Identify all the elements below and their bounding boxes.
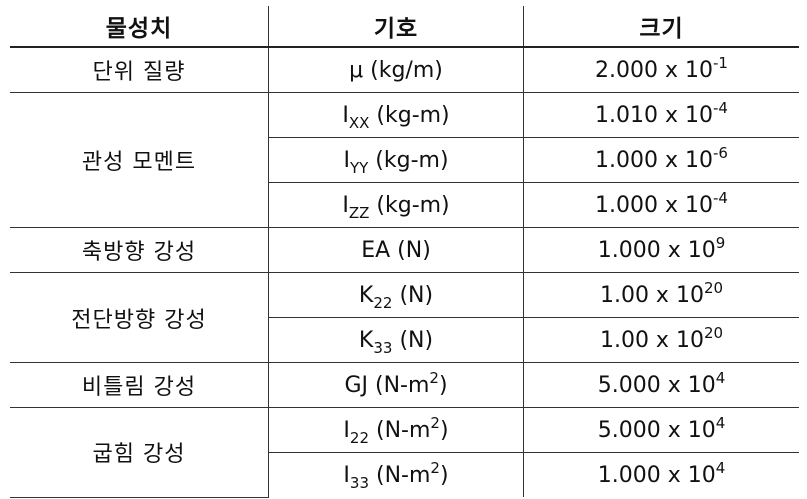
magnitude-mantissa: 1.000 x 10 xyxy=(595,192,713,218)
magnitude-cell: 1.000 x 109 xyxy=(523,227,799,273)
symbol-unit: (kg/m) xyxy=(363,57,443,83)
symbol-cell: K33 (N) xyxy=(268,317,524,363)
symbol-cell: GJ (N-m2) xyxy=(268,362,524,408)
symbol-unit: (N) xyxy=(392,282,434,308)
table-row: 관성 모멘트 IXX (kg-m) 1.010 x 10-4 xyxy=(10,92,799,228)
table-row: 굽힘 강성 I22 (N-m2) 5.000 x 104 xyxy=(10,407,799,498)
magnitude-mantissa: 5.000 x 10 xyxy=(597,372,716,398)
property-name: 비틀림 강성 xyxy=(10,362,269,408)
magnitude-exponent: 9 xyxy=(715,233,726,252)
symbol-unit: (kg-m) xyxy=(369,102,450,128)
magnitude-cell: 1.00 x 1020 xyxy=(523,272,799,318)
symbol: I xyxy=(342,102,349,128)
magnitude-cell: 1.00 x 1020 xyxy=(523,317,799,363)
symbol-subscript: 33 xyxy=(373,338,393,357)
magnitude-exponent: 4 xyxy=(715,413,726,432)
symbol-unit: (N) xyxy=(392,327,434,353)
magnitude-exponent: 4 xyxy=(715,458,726,477)
magnitude-cell: 5.000 x 104 xyxy=(523,407,799,453)
table-body: 단위 질량 μ (kg/m) 2.000 x 10-1 관성 모멘트 IXX (kg-m… xyxy=(10,47,800,498)
unit-close: ) xyxy=(438,372,448,398)
table-row: IZZ (kg-m) 1.000 x 10-4 xyxy=(10,182,799,228)
magnitude-mantissa: 1.000 x 10 xyxy=(597,462,716,488)
magnitude-exponent: 4 xyxy=(715,368,726,387)
symbol-unit: (N) xyxy=(390,237,431,263)
magnitude-exponent: -6 xyxy=(713,143,728,162)
magnitude-cell: 1.000 x 10-4 xyxy=(523,182,799,228)
symbol: I xyxy=(343,147,350,173)
symbol-cell: μ (kg/m) xyxy=(268,47,524,93)
symbol: I xyxy=(343,417,350,443)
magnitude-cell: 1.000 x 104 xyxy=(524,453,800,498)
magnitude-cell: 1.010 x 10-4 xyxy=(523,92,799,138)
table-row: I33 (N-m2) 1.000 x 104 xyxy=(10,452,800,498)
symbol-unit: (N-m xyxy=(368,372,430,398)
unit-superscript: 2 xyxy=(430,458,440,477)
property-name: 단위 질량 xyxy=(10,47,269,93)
symbol: GJ xyxy=(344,372,368,398)
header-row: 물성치 기호 크기 xyxy=(10,6,799,48)
symbol-cell: EA (N) xyxy=(268,227,524,273)
table-row: 비틀림 강성 GJ (N-m2) 5.000 x 104 xyxy=(10,362,799,408)
symbol-cell: IYY (kg-m) xyxy=(268,137,524,183)
symbol-subscript: 33 xyxy=(349,473,370,492)
unit-close: ) xyxy=(439,462,449,488)
table-row: K33 (N) 1.00 x 1020 xyxy=(10,317,799,363)
magnitude-exponent: -4 xyxy=(713,98,728,117)
magnitude-mantissa: 1.00 x 10 xyxy=(599,327,704,353)
symbol: I xyxy=(343,462,350,488)
unit-superscript: 2 xyxy=(429,368,439,387)
table-row: 단위 질량 μ (kg/m) 2.000 x 10-1 xyxy=(10,47,799,93)
magnitude-exponent: -4 xyxy=(713,188,728,207)
symbol: I xyxy=(342,192,349,218)
property-name: 전단방향 강성 xyxy=(10,272,269,363)
symbol-cell: K22 (N) xyxy=(268,272,524,318)
table-row: 전단방향 강성 K22 (N) 1.00 x 1020 xyxy=(10,272,799,363)
symbol-subscript: XX xyxy=(348,113,370,132)
magnitude-mantissa: 1.000 x 10 xyxy=(595,147,713,173)
properties-table: 물성치 기호 크기 단위 질량 μ (kg/m) 2.000 x 10-1 관성 모멘… xyxy=(10,6,799,498)
symbol-unit: (N-m xyxy=(369,462,431,488)
symbol: EA xyxy=(361,237,391,263)
property-name: 관성 모멘트 xyxy=(10,92,269,228)
symbol-unit: (N-m xyxy=(369,417,431,443)
header-symbol: 기호 xyxy=(268,6,524,48)
magnitude-cell: 5.000 x 104 xyxy=(523,362,799,408)
magnitude-mantissa: 5.000 x 10 xyxy=(597,417,716,443)
header-magnitude: 크기 xyxy=(523,6,799,48)
magnitude-exponent: 20 xyxy=(703,278,724,297)
magnitude-exponent: -1 xyxy=(713,53,728,72)
symbol: K xyxy=(358,282,374,308)
magnitude-exponent: 20 xyxy=(703,323,724,342)
table-row: 축방향 강성 EA (N) 1.000 x 109 xyxy=(10,227,799,273)
symbol-cell: I22 (N-m2) xyxy=(268,407,524,453)
symbol-cell: IXX (kg-m) xyxy=(268,92,524,138)
magnitude-mantissa: 1.00 x 10 xyxy=(599,282,704,308)
symbol: μ xyxy=(349,57,364,83)
symbol-cell: I33 (N-m2) xyxy=(268,452,524,497)
property-name: 축방향 강성 xyxy=(10,227,269,273)
symbol-subscript: 22 xyxy=(349,428,370,447)
magnitude-mantissa: 1.000 x 10 xyxy=(597,237,716,263)
symbol-subscript: ZZ xyxy=(348,203,370,222)
symbol-unit: (kg-m) xyxy=(368,147,449,173)
symbol-cell: IZZ (kg-m) xyxy=(268,182,524,228)
table-row: IYY (kg-m) 1.000 x 10-6 xyxy=(10,137,799,183)
unit-superscript: 2 xyxy=(430,413,440,432)
header-property: 물성치 xyxy=(10,6,269,48)
symbol: K xyxy=(358,327,374,353)
magnitude-mantissa: 2.000 x 10 xyxy=(595,57,713,83)
unit-close: ) xyxy=(439,417,449,443)
symbol-unit: (kg-m) xyxy=(369,192,450,218)
property-name: 굽힘 강성 xyxy=(10,407,269,498)
magnitude-cell: 1.000 x 10-6 xyxy=(523,137,799,183)
magnitude-cell: 2.000 x 10-1 xyxy=(523,47,799,93)
symbol-subscript: YY xyxy=(349,158,369,177)
symbol-subscript: 22 xyxy=(373,293,393,312)
magnitude-mantissa: 1.010 x 10 xyxy=(595,102,713,128)
